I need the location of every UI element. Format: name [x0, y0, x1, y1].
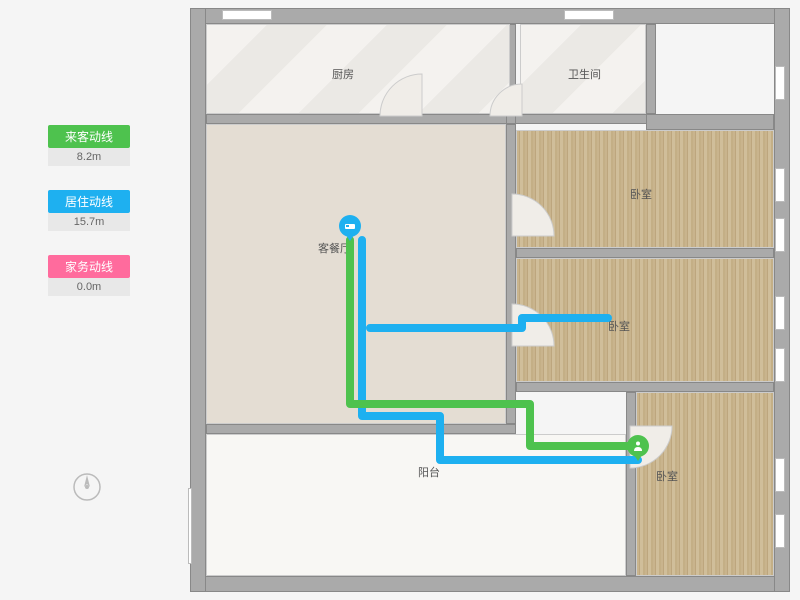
- window: [775, 458, 785, 492]
- wall-inner-5: [516, 382, 774, 392]
- window: [188, 488, 192, 564]
- wall-inner-1b: [646, 114, 774, 130]
- wall-inner-8: [646, 24, 656, 114]
- floorplan: 厨房卫生间客餐厅卧室卧室阳台卧室: [190, 8, 790, 592]
- legend-item-guest: 来客动线 8.2m: [48, 125, 130, 166]
- room-卧室: [636, 392, 774, 576]
- room-label: 卧室: [608, 318, 630, 334]
- legend-chore-label: 家务动线: [48, 255, 130, 278]
- window: [775, 296, 785, 330]
- window: [775, 218, 785, 252]
- window: [222, 10, 272, 20]
- room-label: 阳台: [418, 464, 440, 480]
- wall-inner-7: [626, 392, 636, 576]
- room-label: 卧室: [656, 468, 678, 484]
- room-卧室: [516, 258, 774, 382]
- person-icon: [627, 435, 649, 457]
- window: [775, 66, 785, 100]
- room-label: 客餐厅: [318, 240, 351, 256]
- compass-icon: [72, 472, 102, 502]
- legend-chore-value: 0.0m: [48, 278, 130, 296]
- window: [775, 168, 785, 202]
- room-label: 卧室: [630, 186, 652, 202]
- window: [775, 348, 785, 382]
- legend: 来客动线 8.2m 居住动线 15.7m 家务动线 0.0m: [48, 125, 130, 320]
- legend-item-living: 居住动线 15.7m: [48, 190, 130, 231]
- room-label: 厨房: [332, 66, 354, 82]
- legend-guest-label: 来客动线: [48, 125, 130, 148]
- wall-inner-4: [516, 248, 774, 258]
- wall-inner-3: [506, 124, 516, 424]
- room-客餐厅: [206, 124, 506, 424]
- legend-living-value: 15.7m: [48, 213, 130, 231]
- wall-top: [190, 8, 790, 24]
- wall-left: [190, 8, 206, 592]
- wall-bottom: [190, 576, 790, 592]
- legend-living-label: 居住动线: [48, 190, 130, 213]
- room-厨房: [206, 24, 510, 114]
- window: [564, 10, 614, 20]
- legend-guest-value: 8.2m: [48, 148, 130, 166]
- room-label: 卫生间: [568, 66, 601, 82]
- window: [775, 514, 785, 548]
- wall-inner-6: [206, 424, 516, 434]
- legend-item-chore: 家务动线 0.0m: [48, 255, 130, 296]
- bed-icon: [339, 215, 361, 237]
- room-阳台: [206, 434, 626, 576]
